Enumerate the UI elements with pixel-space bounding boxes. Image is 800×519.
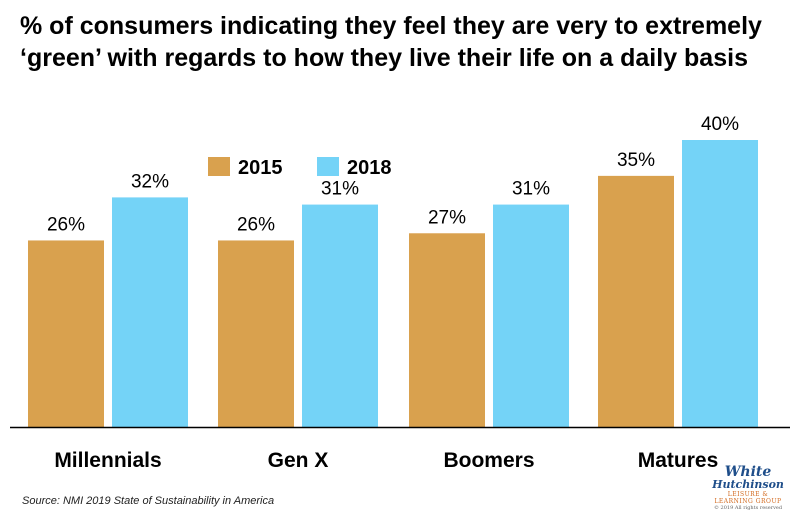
data-label: 32% — [131, 171, 169, 192]
legend-label-2018: 2018 — [347, 157, 392, 179]
category-label: Millennials — [54, 449, 161, 472]
source-note: Source: NMI 2019 State of Sustainability… — [22, 495, 275, 507]
data-label: 27% — [428, 207, 466, 228]
legend-swatch-2015 — [208, 157, 230, 176]
bar-boomers-2015 — [409, 233, 485, 427]
data-label: 26% — [237, 214, 275, 235]
data-label: 31% — [512, 179, 550, 200]
bar-matures-2018 — [682, 140, 758, 427]
bar-boomers-2018 — [493, 204, 569, 427]
legend-label-2015: 2015 — [238, 157, 283, 179]
category-label: Boomers — [443, 449, 534, 472]
data-label: 31% — [321, 179, 359, 200]
bar-matures-2015 — [598, 175, 674, 427]
logo-line-3: LEISURE & LEARNING GROUP — [714, 491, 782, 505]
logo-line-2: Hutchinson — [712, 478, 784, 491]
logo-line-4: © 2019 All rights reserved — [713, 505, 783, 511]
bar-millennials-2015 — [28, 240, 104, 427]
category-label: Gen X — [268, 449, 329, 472]
white-hutchinson-logo: White Hutchinson LEISURE & LEARNING GROU… — [710, 465, 786, 511]
category-label: Matures — [638, 449, 719, 472]
data-label: 26% — [47, 214, 85, 235]
chart-title: % of consumers indicating they feel they… — [20, 12, 762, 72]
legend-swatch-2018 — [317, 157, 339, 176]
data-label: 40% — [701, 114, 739, 135]
bar-gen-x-2018 — [302, 204, 378, 427]
data-label: 35% — [617, 150, 655, 171]
bar-gen-x-2015 — [218, 240, 294, 427]
logo-line-1: White — [724, 464, 772, 480]
bar-millennials-2018 — [112, 197, 188, 427]
